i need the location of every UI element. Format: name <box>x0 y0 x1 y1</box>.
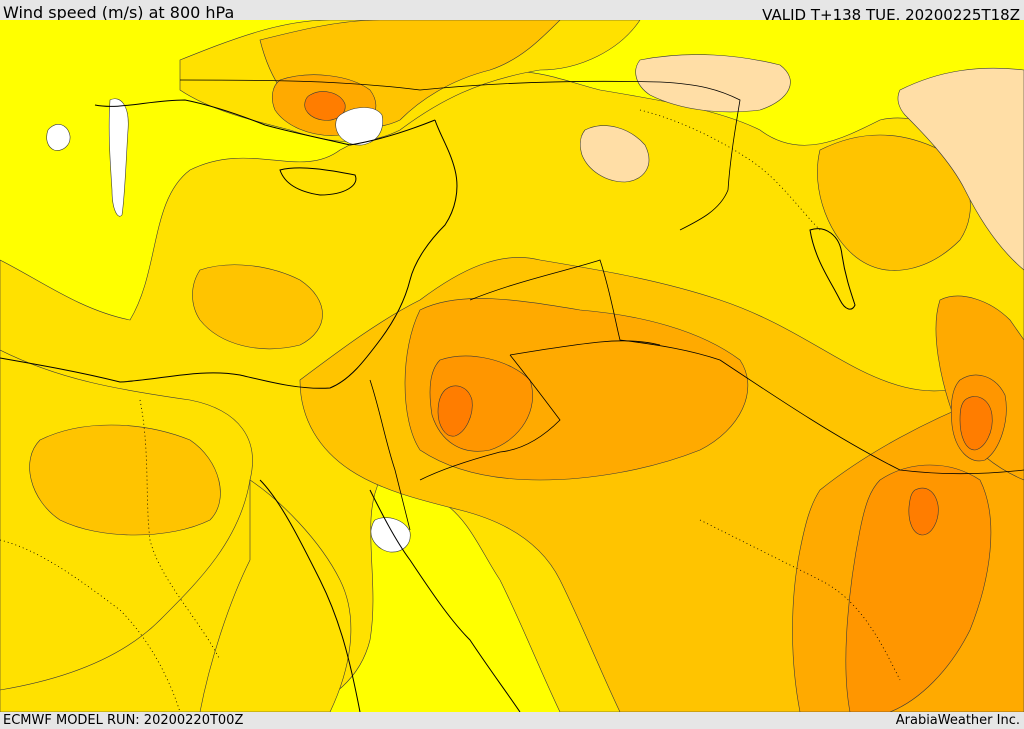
pale-peach-syria <box>580 125 650 183</box>
dark-orange-spot-4 <box>304 91 346 121</box>
model-run-label: ECMWF MODEL RUN: 20200220T00Z <box>3 713 244 728</box>
valid-time-label: VALID T+138 TUE. 20200225T18Z <box>762 6 1020 24</box>
coastlines <box>0 99 856 712</box>
dark-orange-spot-3 <box>908 487 939 536</box>
amber-region-iraq <box>817 134 971 271</box>
borders <box>179 79 1024 531</box>
amber-region-med <box>192 264 323 350</box>
internal-boundaries <box>0 109 901 712</box>
dark-orange-spot-2 <box>959 396 993 451</box>
chart-title: Wind speed (m/s) at 800 hPa <box>3 3 235 22</box>
header-bar: Wind speed (m/s) at 800 hPa VALID T+138 … <box>0 0 1024 24</box>
wind-speed-map <box>0 20 1024 712</box>
map-canvas <box>0 20 1024 712</box>
credit-label: ArabiaWeather Inc. <box>895 713 1020 728</box>
gold-region-red-sea <box>199 479 352 712</box>
white-area-crete <box>46 124 71 151</box>
pale-peach-east <box>897 67 1024 271</box>
white-area-aegean <box>108 98 129 217</box>
pale-peach-north <box>635 54 791 113</box>
white-area-turkey <box>335 107 383 146</box>
orange-core-saudi <box>845 464 992 712</box>
footer-bar: ECMWF MODEL RUN: 20200220T00Z ArabiaWeat… <box>0 712 1024 729</box>
amber-region-egypt <box>29 424 221 536</box>
white-area-sinai <box>370 517 411 553</box>
dark-orange-spot-1 <box>437 385 473 437</box>
